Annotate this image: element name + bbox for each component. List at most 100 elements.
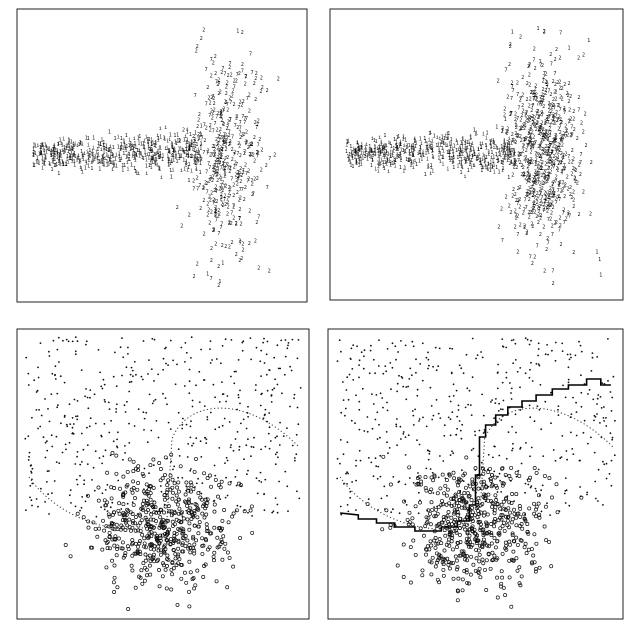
point-glyph: 2: [217, 214, 220, 220]
data-point-dot: [203, 405, 206, 407]
point-glyph: i: [478, 152, 481, 158]
data-point-circle: [95, 534, 100, 539]
point-glyph: 2: [253, 159, 256, 165]
point-glyph: 2: [571, 148, 574, 154]
data-point-dot: [255, 384, 257, 386]
data-point-circle: [114, 453, 119, 458]
point-glyph: 2: [513, 150, 516, 156]
data-point-circle: [137, 539, 142, 544]
point-glyph: i: [446, 136, 449, 142]
point-glyph: 7: [551, 232, 554, 238]
point-glyph: 1: [385, 149, 388, 155]
point-glyph: 1: [418, 150, 421, 156]
point-glyph: 2: [560, 242, 563, 248]
point-glyph: 1: [495, 125, 498, 131]
point-glyph: i: [190, 169, 193, 175]
point-glyph: 2: [547, 202, 550, 208]
point-glyph: i: [427, 149, 430, 155]
data-point-dot: [181, 427, 184, 430]
data-point-dot: [428, 452, 431, 455]
point-glyph: i: [370, 148, 373, 154]
point-glyph: 2: [220, 195, 223, 201]
data-point-dot: [278, 444, 281, 446]
data-point-circle: [187, 497, 191, 502]
point-glyph: 1: [460, 157, 463, 163]
point-glyph: 2: [259, 89, 262, 95]
point-glyph: 2: [219, 109, 222, 115]
data-point-dot: [180, 346, 183, 349]
data-point-dot: [605, 477, 608, 480]
data-point-dot: [266, 340, 269, 343]
point-glyph: 1: [100, 137, 103, 143]
point-glyph: 2: [560, 160, 563, 166]
point-glyph: 1: [61, 160, 64, 166]
point-glyph: 7: [554, 139, 557, 145]
point-glyph: 1: [71, 157, 74, 163]
data-point-dot: [412, 345, 415, 348]
data-point-dot: [84, 395, 86, 398]
point-glyph: 1: [489, 164, 492, 170]
point-glyph: 2: [522, 165, 525, 171]
point-glyph: 7: [236, 72, 239, 78]
point-glyph: 2: [528, 62, 531, 68]
point-glyph: i: [39, 147, 42, 153]
point-glyph: 7: [213, 172, 216, 178]
point-glyph: 2: [225, 162, 228, 168]
point-glyph: 7: [540, 138, 543, 144]
data-point-dot: [164, 397, 167, 399]
data-point-dot: [295, 433, 298, 436]
data-point-dot: [122, 356, 125, 359]
point-glyph: 1: [360, 150, 363, 156]
data-point-dot: [375, 394, 378, 396]
data-point-circle: [528, 475, 533, 480]
point-glyph: 1: [442, 141, 445, 147]
point-glyph: 7: [541, 134, 544, 140]
data-point-circle: [145, 573, 149, 578]
point-glyph: i: [484, 163, 487, 169]
data-point-circle: [489, 531, 494, 536]
data-point-dot: [119, 346, 122, 349]
data-point-dot: [602, 417, 605, 419]
data-point-dot: [537, 354, 539, 357]
data-point-circle: [504, 547, 509, 552]
data-point-dot: [242, 418, 245, 421]
point-glyph: 7: [243, 120, 246, 126]
point-glyph: 2: [531, 177, 534, 183]
point-glyph: 1: [398, 152, 401, 158]
data-point-circle: [510, 533, 515, 538]
data-point-circle: [248, 508, 253, 513]
point-glyph: i: [79, 158, 82, 164]
data-point-dot: [80, 432, 83, 435]
point-glyph: 2: [212, 165, 215, 171]
point-glyph: 1: [349, 144, 352, 150]
point-glyph: 2: [547, 151, 550, 157]
point-glyph: i: [378, 135, 381, 141]
panel-bottom-left-frame: [16, 328, 310, 620]
data-point-dot: [183, 385, 186, 387]
point-glyph: 2: [563, 82, 566, 88]
point-glyph: 7: [539, 143, 542, 149]
data-point-circle: [465, 522, 469, 527]
point-glyph: 1: [172, 158, 175, 164]
point-glyph: 1: [397, 154, 400, 160]
data-point-circle: [104, 565, 109, 570]
data-point-dot: [27, 384, 30, 386]
data-point-dot: [64, 443, 67, 446]
point-glyph: 1: [471, 155, 474, 161]
point-glyph: 2: [543, 174, 546, 180]
point-glyph: 1: [99, 142, 102, 148]
data-point-circle: [436, 505, 441, 510]
data-point-dot: [475, 357, 477, 360]
data-point-dot: [255, 346, 258, 349]
point-glyph: 1: [73, 159, 76, 165]
point-glyph: 2: [561, 143, 564, 149]
data-point-dot: [264, 413, 266, 416]
point-glyph: 2: [528, 83, 531, 89]
data-point-circle: [509, 465, 514, 470]
point-glyph: 1: [91, 152, 94, 158]
data-point-dot: [402, 385, 405, 388]
point-glyph: 1: [109, 152, 112, 158]
data-point-circle: [499, 502, 504, 507]
data-point-circle: [490, 550, 495, 555]
point-glyph: 1: [132, 144, 135, 150]
